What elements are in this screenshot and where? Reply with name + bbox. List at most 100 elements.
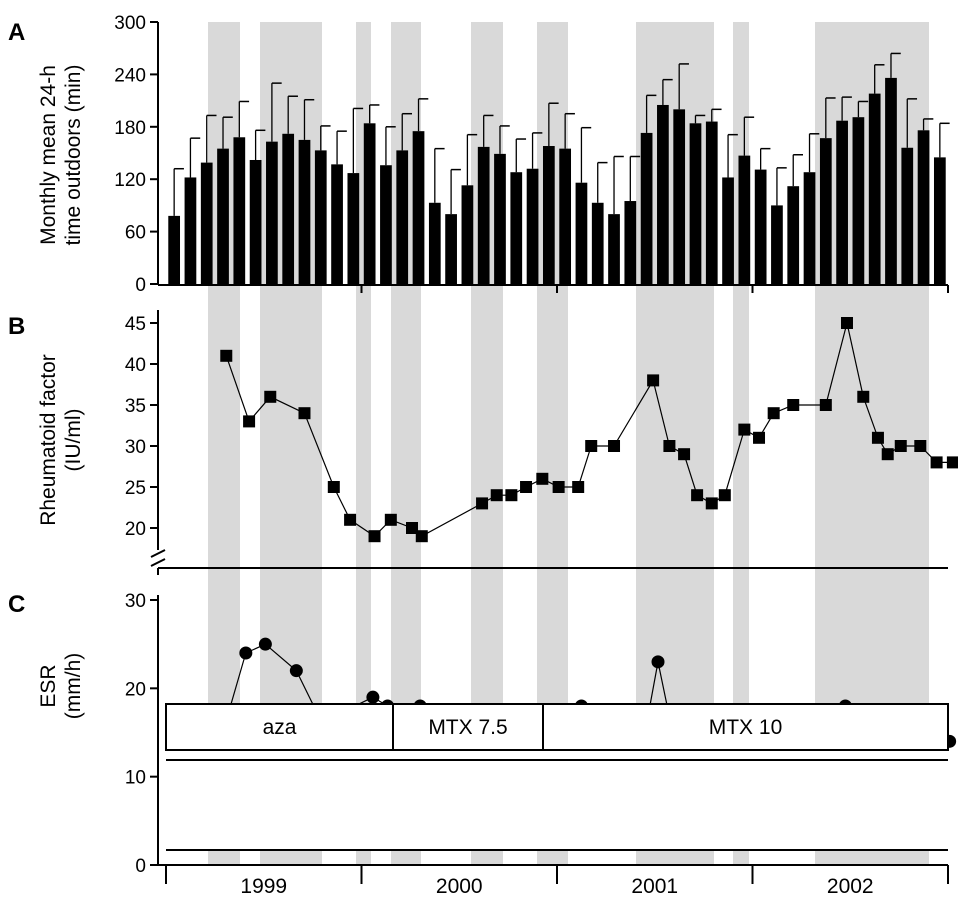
bar <box>868 93 881 284</box>
bar <box>380 165 392 284</box>
therapy-label: MTX 7.5 <box>428 716 507 739</box>
therapy-label: aza <box>263 716 297 739</box>
bar <box>738 155 751 284</box>
rf-point <box>476 497 489 510</box>
bar <box>673 109 686 284</box>
rf-point <box>946 456 958 469</box>
rf-point <box>536 472 549 485</box>
rf-point <box>298 407 311 420</box>
bar <box>852 117 865 285</box>
bar <box>624 201 637 284</box>
panel-a-ylabel-line1: Monthly mean 24-h <box>37 65 60 245</box>
panel-b-ytick-label: 20 <box>125 519 146 540</box>
panel-a-letter: A <box>8 19 25 46</box>
bar <box>266 141 278 284</box>
panel-c-letter: C <box>8 591 25 618</box>
bar <box>168 215 181 284</box>
rf-point <box>881 448 894 461</box>
rf-point <box>767 407 780 420</box>
bar <box>722 177 734 284</box>
bar <box>787 186 800 284</box>
rf-point <box>608 440 621 452</box>
rf-point <box>663 440 676 452</box>
year-label: 1999 <box>240 875 287 898</box>
rf-point <box>344 513 357 526</box>
rf-point <box>368 530 381 543</box>
bar <box>885 77 897 284</box>
rf-point <box>930 456 943 469</box>
panel-b-letter: B <box>8 313 25 340</box>
rf-point <box>585 440 598 452</box>
rf-point <box>753 431 766 444</box>
panel-a-ytick-label: 180 <box>114 118 146 139</box>
bar <box>200 162 213 284</box>
bar <box>396 150 409 284</box>
bar <box>640 132 653 284</box>
panel-c-ylabel-line2: (mm/h) <box>62 653 85 720</box>
bar <box>803 172 816 284</box>
year-label: 2002 <box>827 875 874 898</box>
bar <box>542 146 555 284</box>
panel-b-ylabel-line1: Rheumatoid factor <box>37 354 60 526</box>
bar <box>657 104 669 284</box>
axes: 0 60 120 180 240 300 20 25 30 35 40 45 0 10 20 30 1999 20… <box>114 13 949 898</box>
panel-b-ytick-label: 40 <box>125 355 146 376</box>
rf-point <box>819 399 832 411</box>
rf-point <box>857 390 870 403</box>
bar <box>526 168 539 284</box>
panel-b-ytick-label: 35 <box>125 396 146 417</box>
panel-a-ytick-label: 0 <box>135 275 146 296</box>
rf-point <box>871 431 884 444</box>
bar <box>754 169 767 284</box>
rf-point <box>840 317 853 329</box>
therapy-label: MTX 10 <box>709 716 783 739</box>
panel-b-ylabel-line2: (IU/ml) <box>62 409 85 472</box>
therapy-bar: aza MTX 7.5 MTX 10 <box>165 703 949 851</box>
panel-a-bars <box>168 52 950 285</box>
esr-point <box>651 655 665 669</box>
bar <box>363 123 376 284</box>
bar <box>510 172 523 284</box>
esr-point <box>258 637 272 651</box>
rf-point <box>691 489 704 502</box>
bar <box>347 173 360 284</box>
bar <box>461 185 474 284</box>
panel-c-ytick-label: 10 <box>125 768 146 789</box>
panel-b-ytick-label: 25 <box>125 478 146 499</box>
bar <box>282 133 295 284</box>
rf-point <box>520 481 533 493</box>
bar <box>705 121 718 284</box>
bar <box>249 159 262 284</box>
rf-point <box>220 349 233 362</box>
esr-point <box>289 664 303 678</box>
bar <box>575 182 588 284</box>
bar <box>412 131 425 284</box>
therapy-segment <box>542 703 949 751</box>
esr-point <box>366 690 380 704</box>
rf-point <box>243 415 256 428</box>
panel-b-ytick-label: 45 <box>125 314 146 335</box>
panel-c-ytick-label: 0 <box>135 856 146 877</box>
bar <box>298 139 311 284</box>
bar <box>771 205 783 284</box>
bar <box>933 157 946 284</box>
rf-point <box>787 399 800 411</box>
bar <box>591 202 604 284</box>
panel-c-ytick-label: 30 <box>125 591 146 612</box>
panel-c-ytick-label: 20 <box>125 679 146 700</box>
bar <box>494 153 506 284</box>
bar <box>184 177 197 284</box>
panel-b-ytick-label: 30 <box>125 437 146 458</box>
bar <box>689 123 702 284</box>
rf-point <box>678 448 691 461</box>
bar <box>314 150 327 284</box>
panel-a-ytick-label: 120 <box>114 170 146 191</box>
bar <box>836 120 848 284</box>
rf-point <box>490 489 503 502</box>
bar <box>917 130 930 284</box>
therapy-segment <box>392 703 544 751</box>
rf-point <box>264 390 277 403</box>
bar <box>559 148 572 284</box>
bar <box>217 148 229 284</box>
